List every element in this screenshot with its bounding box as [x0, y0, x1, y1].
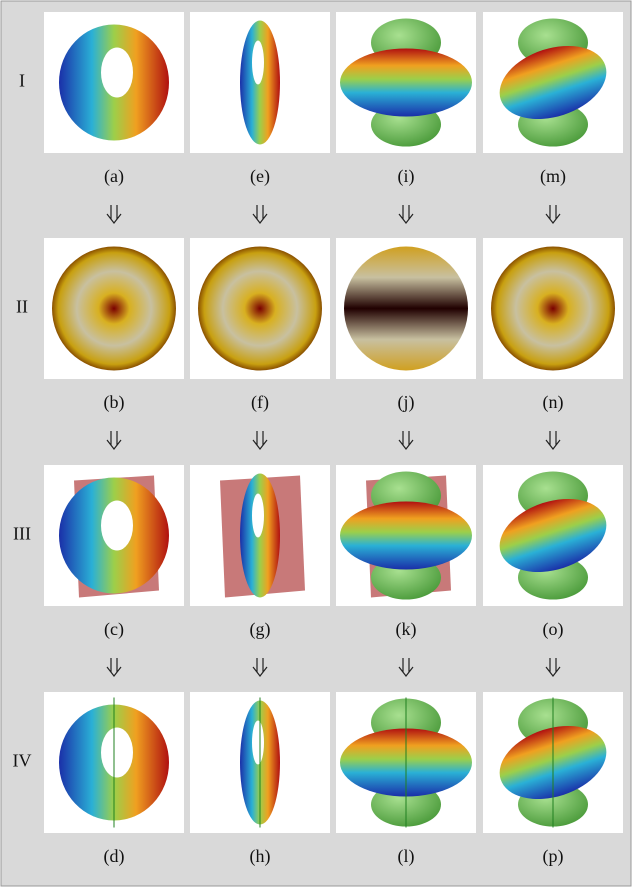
render-hole: [101, 501, 133, 551]
panel-caption: (l): [398, 846, 415, 867]
row-label: II: [16, 297, 28, 317]
row-label: III: [13, 524, 31, 544]
row-label: IV: [13, 751, 32, 771]
panel-caption: (c): [104, 619, 124, 640]
panel-caption: (i): [398, 166, 415, 187]
render-hole: [101, 728, 133, 778]
panel-caption: (d): [104, 846, 125, 867]
panel-caption: (e): [250, 166, 270, 187]
render-sphere: [344, 247, 468, 371]
panel-caption: (b): [104, 392, 125, 413]
panel-caption: (o): [543, 619, 564, 640]
render-band: [340, 49, 472, 117]
render-sphere: [52, 247, 176, 371]
render-hole: [252, 721, 264, 765]
panel-caption: (f): [251, 392, 269, 413]
panel-caption: (g): [250, 619, 271, 640]
render-hole: [252, 494, 264, 538]
panel-caption: (j): [398, 392, 415, 413]
panel-caption: (k): [396, 619, 417, 640]
row-label: I: [19, 71, 25, 91]
panel-caption: (p): [543, 846, 564, 867]
render-sphere: [491, 247, 615, 371]
render-hole: [252, 41, 264, 85]
panel-caption: (n): [543, 392, 564, 413]
figure: I (a) (e) (i) (m) II (b) (f) (j) (n) III (c) (g) (k) (…: [0, 0, 632, 887]
render-hole: [101, 48, 133, 98]
panel-caption: (a): [104, 166, 124, 187]
panel-caption: (h): [250, 846, 271, 867]
panel-caption: (m): [540, 166, 566, 187]
render-band: [340, 502, 472, 570]
render-sphere: [198, 247, 322, 371]
